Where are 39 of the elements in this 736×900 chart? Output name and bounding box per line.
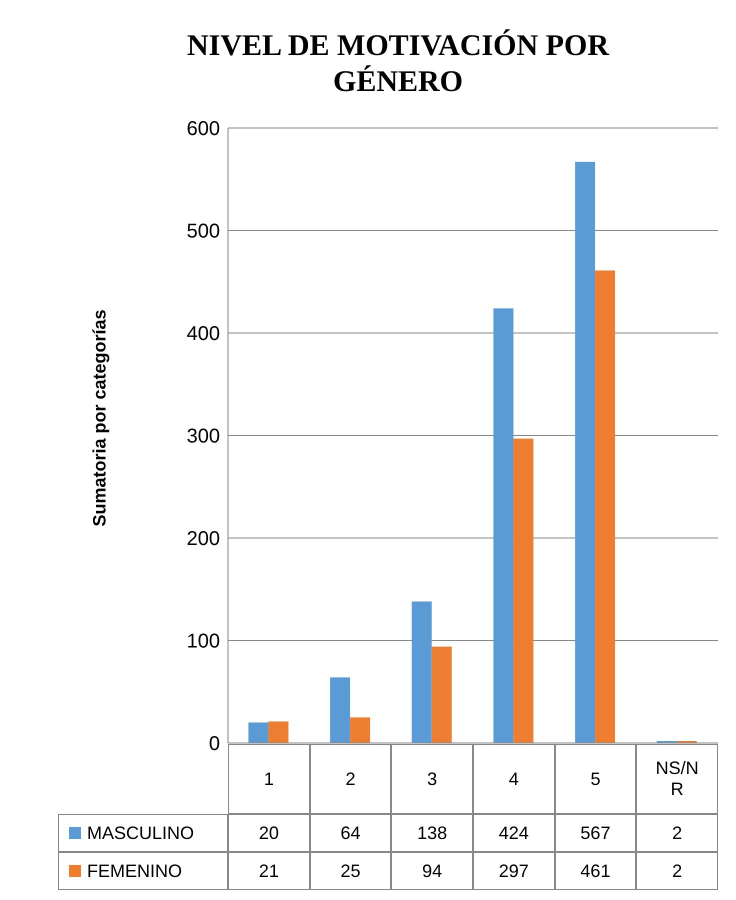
data-label: 461 bbox=[554, 852, 636, 890]
bar bbox=[595, 270, 616, 743]
data-label: 21 bbox=[228, 852, 310, 890]
y-tick-label: 600 bbox=[186, 118, 220, 140]
x-tick-label: NS/NR bbox=[636, 744, 718, 814]
bar bbox=[268, 721, 288, 743]
y-tick-label: 100 bbox=[186, 630, 220, 653]
chart-title: NIVEL DE MOTIVACIÓN POR GÉNERO bbox=[186, 28, 610, 100]
data-label: 424 bbox=[472, 814, 555, 852]
x-tick-label: 1 bbox=[228, 744, 310, 814]
data-label: 25 bbox=[310, 852, 392, 890]
bar bbox=[493, 308, 514, 743]
legend-label: FEMENINO bbox=[58, 852, 228, 890]
x-tick-label: 5 bbox=[554, 744, 636, 814]
y-axis-title: Sumatoria por categorías bbox=[90, 309, 110, 527]
data-label: 94 bbox=[391, 852, 473, 890]
legend-label: MASCULINO bbox=[58, 814, 228, 852]
data-label: 297 bbox=[472, 852, 555, 890]
bar bbox=[248, 722, 268, 743]
data-label: 2 bbox=[636, 814, 718, 852]
x-tick-label: 4 bbox=[472, 744, 555, 814]
data-label: 64 bbox=[310, 814, 392, 852]
y-tick-label: 200 bbox=[186, 528, 220, 550]
y-tick-label: 300 bbox=[186, 426, 220, 448]
bar bbox=[575, 162, 596, 743]
bar bbox=[350, 717, 370, 743]
data-label: 2 bbox=[636, 852, 718, 890]
y-tick-label: 0 bbox=[208, 733, 220, 756]
bar bbox=[412, 602, 432, 743]
bar bbox=[330, 677, 350, 743]
y-tick-label: 400 bbox=[186, 323, 220, 346]
data-label: 20 bbox=[228, 814, 310, 852]
bar bbox=[432, 646, 452, 743]
x-tick-label: 3 bbox=[391, 744, 473, 814]
data-label: 138 bbox=[391, 814, 473, 852]
bar bbox=[513, 438, 534, 743]
data-label: 567 bbox=[554, 814, 636, 852]
y-tick-label: 500 bbox=[186, 220, 220, 243]
x-tick-label: 2 bbox=[310, 744, 392, 814]
